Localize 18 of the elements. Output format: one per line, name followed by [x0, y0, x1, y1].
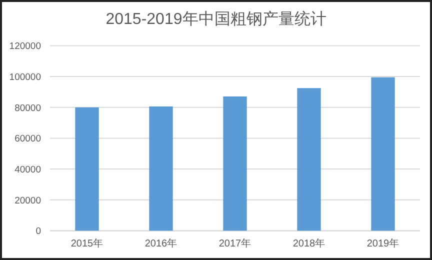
bar — [371, 77, 395, 231]
x-tick-label: 2015年 — [70, 238, 104, 250]
y-tick-label: 0 — [36, 226, 41, 238]
y-tick-label: 100000 — [9, 72, 41, 84]
y-tick-label: 120000 — [9, 41, 41, 52]
x-tick-label: 2016年 — [144, 238, 178, 250]
x-tick-label: 2019年 — [366, 238, 400, 250]
y-tick-label: 80000 — [14, 102, 41, 114]
y-tick-label: 60000 — [14, 134, 41, 145]
x-tick-label: 2017年 — [218, 238, 252, 250]
bar — [223, 96, 247, 231]
chart-title: 2015-2019年中国粗钢产量统计 — [106, 10, 326, 28]
bar — [297, 88, 321, 231]
y-tick-label: 20000 — [14, 195, 41, 206]
x-tick-label: 2018年 — [292, 238, 326, 250]
bar — [75, 107, 99, 231]
bar — [149, 106, 173, 231]
y-tick-label: 40000 — [14, 164, 41, 176]
